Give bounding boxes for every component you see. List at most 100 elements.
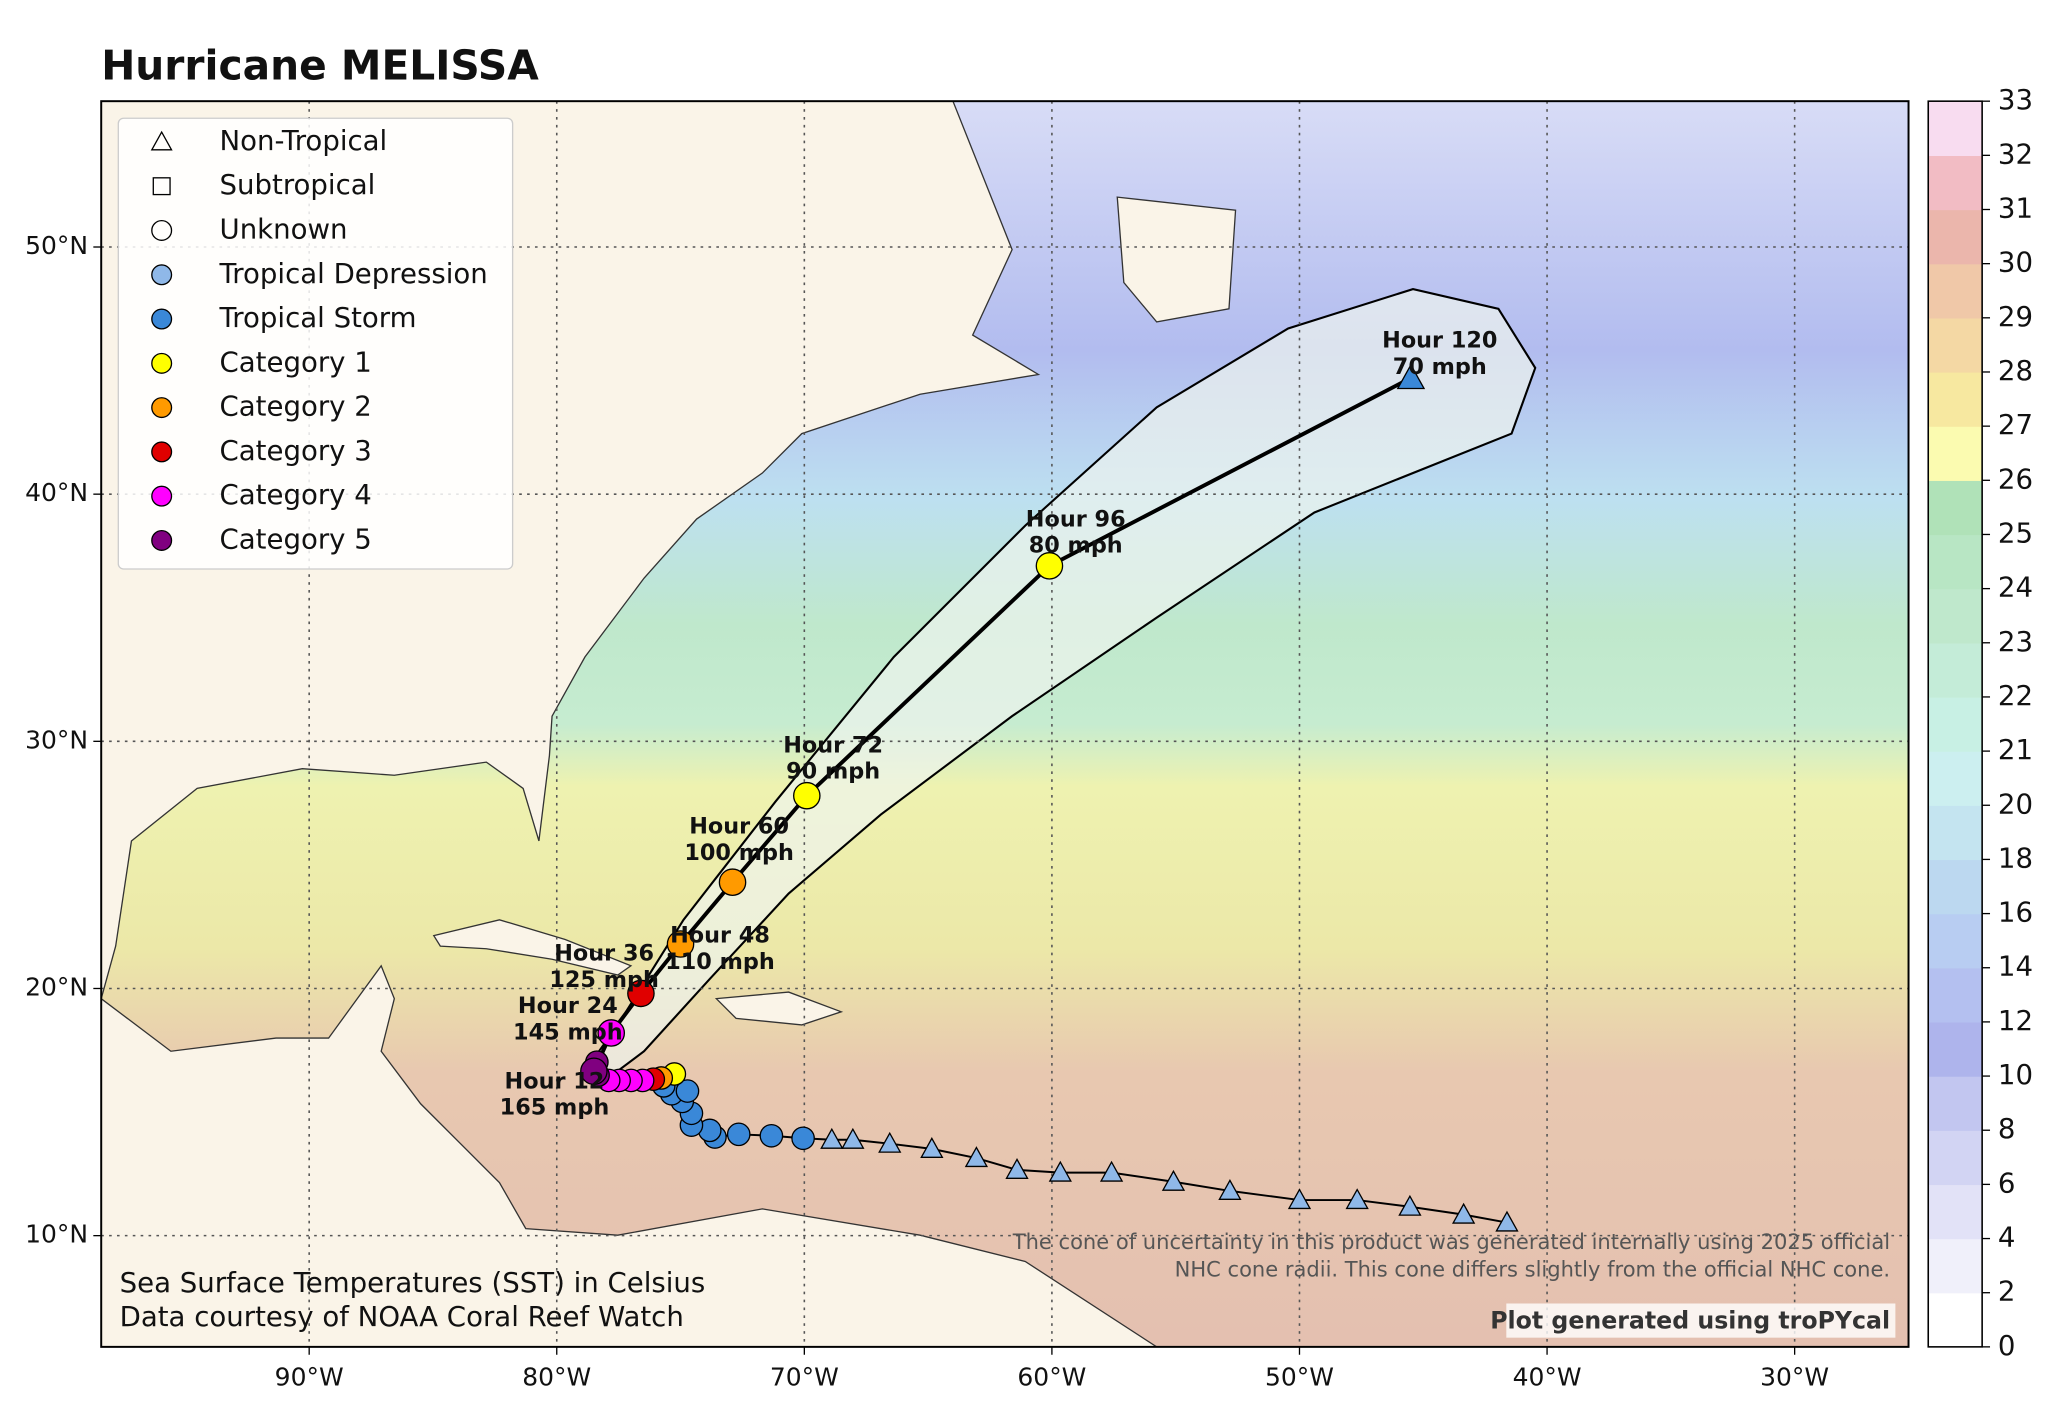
colorbar-label: 31: [1998, 192, 2033, 225]
colorbar-segment: [1928, 534, 1983, 590]
legend-label: Category 1: [220, 345, 372, 378]
x-tick-label: 80°W: [522, 1362, 591, 1391]
colorbar-segment: [1928, 101, 1983, 156]
colorbar-label: 6: [1998, 1166, 2016, 1199]
colorbar-label: 8: [1998, 1112, 2016, 1145]
colorbar-segment: [1928, 1292, 1983, 1348]
legend-label: Tropical Storm: [219, 301, 417, 334]
colorbar: 0246810121416182021222324252627282930313…: [1927, 83, 2033, 1362]
colorbar-label: 28: [1998, 354, 2033, 387]
forecast-label: Hour 60: [689, 814, 789, 840]
credit-box: [1506, 1303, 1896, 1338]
legend-label: Category 2: [220, 390, 372, 423]
land-newfoundland: [1116, 196, 1237, 323]
map-background: [101, 101, 1909, 1347]
colorbar-label: 21: [1998, 733, 2033, 766]
forecast-label: Hour 96: [1026, 506, 1126, 532]
land-cuba: [432, 919, 633, 976]
colorbar-segment: [1928, 913, 1983, 969]
colorbar-segment: [1928, 642, 1983, 698]
colorbar-segment: [1928, 209, 1983, 265]
y-tick-label: 30°N: [25, 725, 88, 754]
colorbar-segment: [1928, 805, 1983, 861]
colorbar-frame: [1927, 100, 1983, 1348]
legend-marker: [151, 485, 173, 507]
forecast-point: [1035, 552, 1064, 580]
legend-marker: [151, 397, 173, 419]
colorbar-segment: [1928, 426, 1983, 481]
track-point: [841, 1127, 865, 1149]
colorbar-label: 26: [1998, 462, 2033, 495]
sst-note: Sea Surface Temperatures (SST) in Celsiu…: [120, 1266, 706, 1299]
forecast-wind: 165 mph: [500, 1095, 610, 1121]
track-point: [1287, 1188, 1312, 1210]
x-tick-label: 40°W: [1513, 1362, 1582, 1391]
track-point: [675, 1079, 700, 1103]
colorbar-segment: [1928, 155, 1983, 211]
track-point: [1161, 1169, 1186, 1191]
colorbar-segment: [1928, 480, 1983, 536]
colorbar-label: 27: [1998, 408, 2033, 441]
track-point: [1048, 1160, 1072, 1182]
track-point: [1005, 1158, 1029, 1179]
legend-label: Tropical Depression: [219, 257, 488, 290]
track-point: [791, 1126, 815, 1151]
colorbar-label: 24: [1998, 571, 2033, 604]
track-point: [726, 1122, 751, 1147]
legend-marker: [151, 352, 173, 374]
forecast-wind: 80 mph: [1029, 533, 1123, 559]
land-central-south-america: [101, 964, 1158, 1347]
y-tick-label: 40°N: [25, 478, 88, 507]
colorbar-label: 4: [1998, 1221, 2016, 1254]
legend-marker: [151, 308, 173, 330]
cone-note: NHC cone radii. This cone differs slight…: [1175, 1257, 1890, 1282]
forecast-point: [597, 1019, 626, 1047]
forecast-point: [580, 1057, 608, 1086]
track-point: [920, 1137, 944, 1158]
legend-marker: [151, 529, 173, 551]
forecast-wind: 145 mph: [513, 1019, 623, 1045]
colorbar-segment: [1928, 751, 1983, 806]
colorbar-label: 16: [1998, 896, 2033, 929]
forecast-wind: 90 mph: [786, 759, 880, 785]
forecast-point: [627, 979, 655, 1008]
legend-marker: [151, 441, 173, 463]
legend-label: Non-Tropical: [220, 124, 388, 157]
forecast-label: Hour 36: [554, 941, 654, 967]
cone-of-uncertainty: [582, 287, 1537, 1072]
colorbar-segment: [1928, 859, 1983, 915]
sst-note: Data courtesy of NOAA Coral Reef Watch: [120, 1300, 684, 1333]
legend-label: Category 3: [220, 434, 372, 467]
forecast-label: Hour 120: [1382, 328, 1497, 354]
colorbar-label: 25: [1998, 516, 2033, 549]
legend-label: Unknown: [220, 212, 348, 245]
title: Hurricane MELISSA: [101, 41, 539, 89]
colorbar-label: 20: [1998, 787, 2033, 820]
forecast-label: Hour 48: [670, 923, 770, 949]
track-point: [1099, 1160, 1124, 1182]
forecast-label: Hour 72: [783, 732, 883, 758]
track-point: [878, 1131, 902, 1153]
colorbar-segment: [1928, 1130, 1983, 1186]
colorbar-label: 23: [1998, 625, 2033, 658]
colorbar-label: 30: [1998, 246, 2033, 279]
legend: Non-Tropical Subtropical Unknown Tropical D…: [150, 124, 488, 555]
y-tick-label: 50°N: [25, 231, 88, 260]
forecast-point: [793, 781, 821, 810]
colorbar-segment: [1928, 1076, 1983, 1131]
colorbar-segment: [1928, 1184, 1983, 1240]
track-point: [820, 1127, 844, 1149]
colorbar-segment: [1928, 1238, 1983, 1294]
colorbar-segment: [1928, 263, 1983, 319]
colorbar-segment: [1928, 588, 1983, 644]
colorbar-segment: [1928, 371, 1983, 427]
colorbar-label: 14: [1998, 950, 2033, 983]
x-tick-label: 30°W: [1760, 1362, 1829, 1391]
colorbar-segment: [1928, 1021, 1983, 1077]
colorbar-segment: [1928, 317, 1983, 373]
colorbar-label: 18: [1998, 841, 2033, 874]
colorbar-label: 2: [1998, 1275, 2016, 1308]
x-tick-label: 50°W: [1265, 1362, 1334, 1391]
